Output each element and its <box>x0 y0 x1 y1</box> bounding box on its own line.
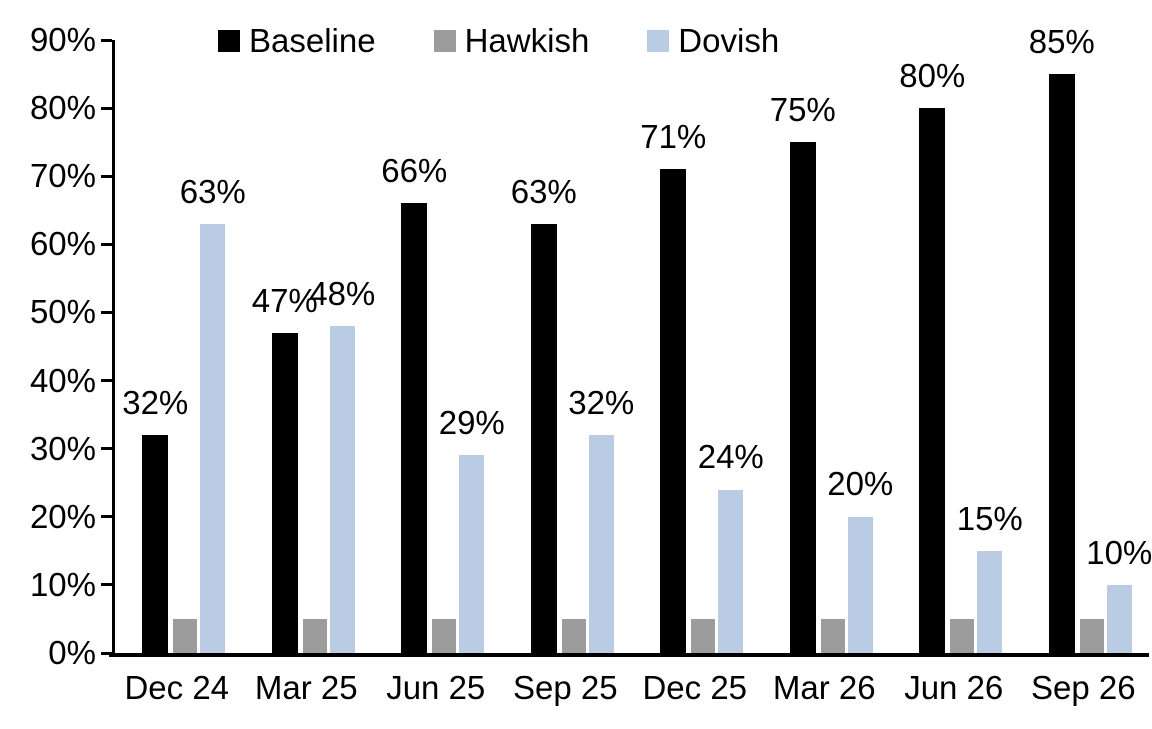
y-axis-tick <box>101 515 112 519</box>
dovish-bar: 10% <box>1086 534 1152 653</box>
baseline-bar: 47% <box>252 282 318 653</box>
baseline-value-label: 75% <box>769 90 836 128</box>
y-axis-tick <box>101 174 112 178</box>
hawkish-bar <box>432 618 457 653</box>
hawkish-bar <box>950 618 975 653</box>
baseline-bar: 80% <box>899 57 965 653</box>
baseline-bar: 85% <box>1029 23 1095 653</box>
baseline-value-label: 85% <box>1028 22 1095 60</box>
bar-group-mar-25: 47% 48% <box>245 40 375 653</box>
dovish-value-label: 32% <box>568 383 635 421</box>
x-axis-tick-label: Sep 25 <box>512 669 618 706</box>
bar-group-dec-25: 71% 24% <box>633 40 764 653</box>
y-axis-tick-label: 0% <box>48 634 96 671</box>
legend-swatch-icon <box>647 29 670 52</box>
baseline-value-label: 47% <box>251 281 318 319</box>
legend-label: Dovish <box>678 22 780 59</box>
baseline-bar: 75% <box>770 91 836 653</box>
y-axis-tick <box>101 583 112 587</box>
bar-group-sep-25: 63% 32% <box>504 40 634 653</box>
chart-legend: Baseline Hawkish Dovish <box>218 24 779 57</box>
x-axis-line <box>109 653 1149 657</box>
bar-group-jun-25: 66% 29% <box>374 40 505 653</box>
baseline-bar: 71% <box>640 118 706 653</box>
y-axis-tick-label: 30% <box>29 429 96 467</box>
dovish-value-label: 15% <box>956 499 1023 537</box>
dovish-value-label: 20% <box>827 465 894 503</box>
y-axis-tick <box>101 242 112 246</box>
dovish-bar: 24% <box>698 438 764 653</box>
baseline-value-label: 71% <box>640 118 707 156</box>
hawkish-bar <box>820 618 845 653</box>
dovish-value-label: 63% <box>179 172 246 210</box>
dovish-value-label: 29% <box>438 404 505 442</box>
y-axis-tick-label: 10% <box>29 565 96 603</box>
hawkish-bar <box>561 618 586 653</box>
y-axis-tick-label: 40% <box>29 361 96 399</box>
bar-group-jun-26: 80% 15% <box>892 40 1023 653</box>
legend-swatch-icon <box>218 29 240 52</box>
dovish-bar: 15% <box>957 500 1023 653</box>
baseline-bar: 63% <box>511 173 577 653</box>
x-axis-tick-label: Mar 25 <box>254 669 358 706</box>
y-axis-tick <box>101 447 112 451</box>
y-axis-tick-label: 60% <box>29 225 96 263</box>
x-axis-tick-label: Dec 24 <box>124 669 230 706</box>
dovish-bar: 29% <box>439 404 505 653</box>
baseline-bar: 66% <box>381 152 447 653</box>
legend-item-baseline: Baseline <box>218 24 376 57</box>
y-axis-tick-label: 50% <box>29 293 96 331</box>
bar-group-dec-24: 32% 63% <box>115 40 246 653</box>
hawkish-bar <box>1079 618 1104 653</box>
dovish-value-label: 24% <box>697 438 764 476</box>
dovish-bar: 48% <box>309 275 375 653</box>
legend-item-dovish: Dovish <box>647 24 779 57</box>
x-axis-tick-label: Jun 25 <box>386 669 486 706</box>
hawkish-bar <box>173 618 198 653</box>
bar-group-mar-26: 75% 20% <box>763 40 893 653</box>
legend-label: Hawkish <box>464 22 590 59</box>
y-axis-tick <box>101 106 112 110</box>
y-axis-tick-label: 70% <box>29 157 96 195</box>
legend-item-hawkish: Hawkish <box>433 22 590 59</box>
bar-group-sep-26: 85% 10% <box>1022 23 1152 653</box>
baseline-value-label: 63% <box>510 172 577 210</box>
baseline-value-label: 32% <box>122 383 189 421</box>
dovish-value-label: 10% <box>1086 533 1152 571</box>
baseline-bar: 32% <box>122 384 188 653</box>
dovish-value-label: 48% <box>309 274 376 312</box>
y-axis-tick-label: 80% <box>29 89 96 127</box>
y-axis-tick <box>101 310 112 314</box>
y-axis-tick <box>101 38 112 42</box>
hawkish-bar <box>691 618 716 653</box>
y-axis-tick-label: 90% <box>29 21 96 58</box>
baseline-value-label: 66% <box>381 152 448 190</box>
x-axis-tick-label: Sep 26 <box>1030 669 1136 706</box>
y-axis-tick <box>101 651 112 655</box>
legend-label: Baseline <box>249 22 376 59</box>
x-axis-tick-label: Mar 26 <box>772 669 876 706</box>
dovish-bar: 63% <box>180 173 246 653</box>
x-axis-tick-label: Dec 25 <box>642 669 748 706</box>
baseline-value-label: 80% <box>899 56 966 94</box>
hawkish-bar <box>302 618 327 653</box>
legend-swatch-icon <box>433 29 456 52</box>
dovish-bar: 20% <box>827 466 893 653</box>
y-axis-tick-label: 20% <box>29 497 96 535</box>
x-axis-tick-label: Jun 26 <box>904 669 1004 706</box>
y-axis-tick <box>101 379 112 383</box>
dovish-bar: 32% <box>568 384 634 653</box>
plot-area: 32% 63% 47% 48% 66% 29% 63% 32% 71% 24% 75% 20% 80% 1… <box>112 23 1152 653</box>
